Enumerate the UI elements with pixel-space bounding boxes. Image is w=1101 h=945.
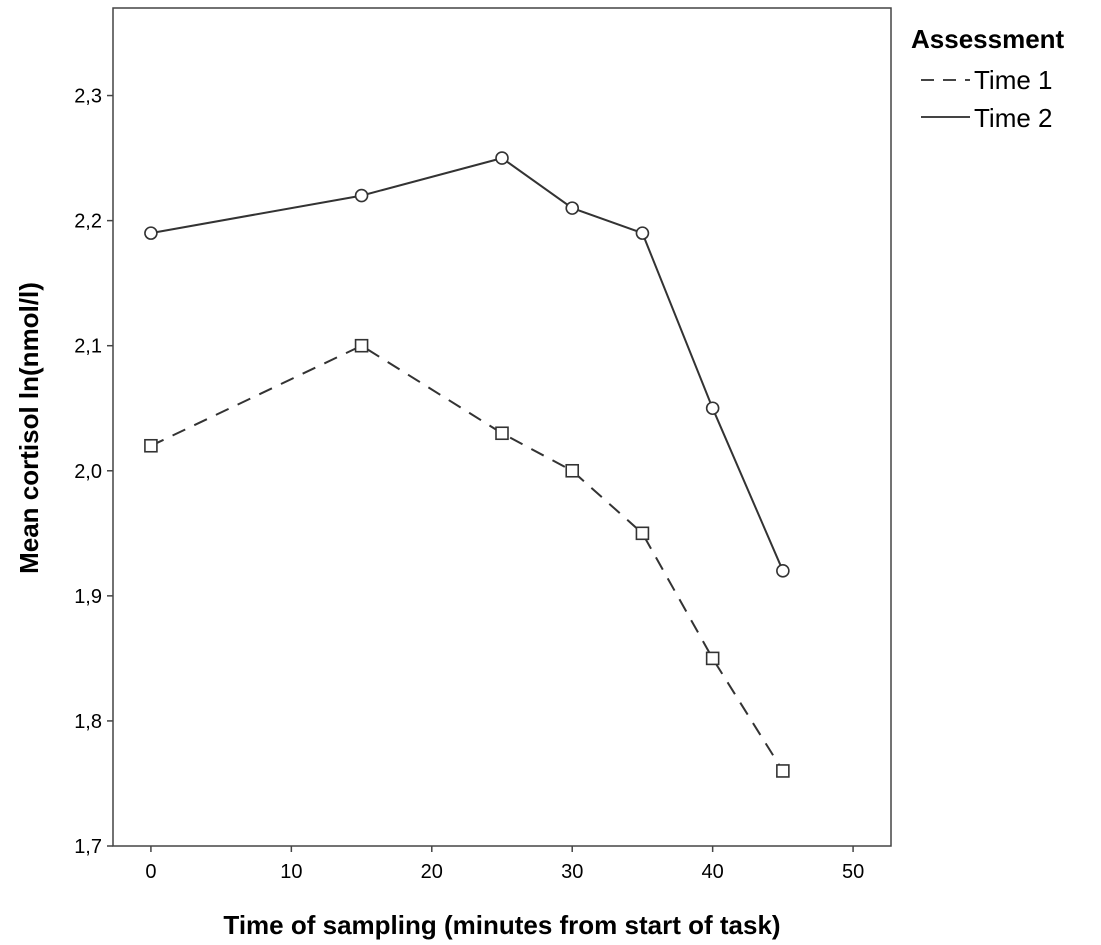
series-layer [144, 151, 790, 778]
data-point-time-2 [495, 151, 509, 165]
x-tick-label: 50 [842, 861, 864, 883]
x-axis: 0 10 20 30 40 50 [145, 846, 864, 883]
legend: Assessment Time 1 Time 2 [911, 24, 1065, 133]
x-tick-label: 0 [145, 861, 156, 883]
series-line-time-2 [150, 157, 784, 572]
plot-frame [112, 7, 892, 847]
y-axis-title: Mean cortisol ln(nmol/l) [14, 282, 44, 574]
x-tick-label: 10 [280, 861, 302, 883]
y-tick-label: 2,2 [74, 211, 102, 233]
data-point-time-2 [354, 188, 369, 203]
data-point-time-2 [635, 226, 650, 240]
y-tick-label: 1,9 [74, 586, 102, 608]
data-point-time-1 [495, 426, 509, 441]
data-point-time-2 [144, 226, 158, 240]
y-axis: 1,7 1,8 1,9 2,0 2,1 2,2 2,3 [74, 86, 113, 858]
data-point-time-1 [144, 438, 158, 453]
data-point-time-1 [705, 651, 720, 666]
y-tick-label: 2,1 [74, 336, 102, 358]
data-point-time-2 [705, 401, 720, 416]
data-point-time-1 [354, 338, 369, 353]
y-tick-label: 2,3 [74, 86, 102, 108]
y-tick-label: 1,7 [74, 836, 102, 858]
legend-label-time-2: Time 2 [974, 103, 1053, 133]
data-point-time-1 [776, 764, 790, 778]
legend-label-time-1: Time 1 [974, 65, 1053, 95]
x-tick-label: 20 [421, 861, 443, 883]
data-point-time-1 [635, 526, 650, 541]
x-tick-label: 30 [561, 861, 583, 883]
data-point-time-1 [565, 463, 580, 478]
data-point-time-2 [776, 564, 790, 578]
x-tick-label: 40 [702, 861, 724, 883]
data-point-time-2 [565, 201, 580, 215]
x-axis-title: Time of sampling (minutes from start of … [223, 910, 780, 940]
series-line-time-1 [150, 344, 784, 772]
y-tick-label: 2,0 [74, 461, 102, 483]
legend-title: Assessment [911, 24, 1065, 54]
y-tick-label: 1,8 [74, 711, 102, 733]
